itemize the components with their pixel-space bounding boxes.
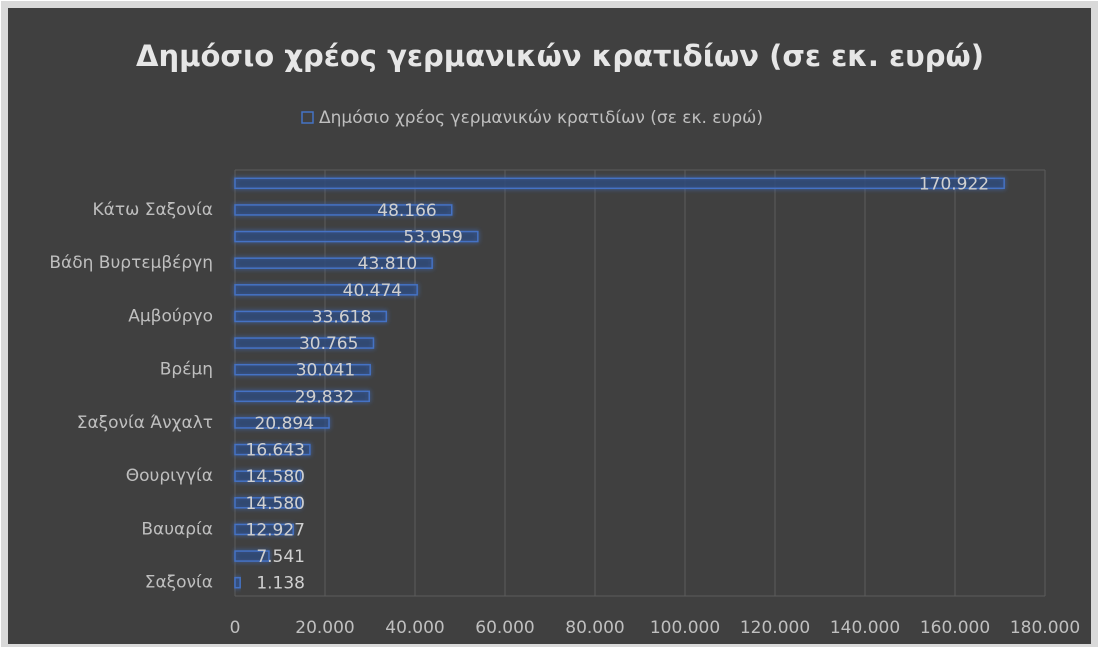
y-tick-label: Βάδη Βυρτεμβέργη — [49, 253, 213, 273]
data-label: 53.959 — [403, 228, 462, 248]
bar — [234, 363, 371, 376]
legend-swatch — [301, 111, 314, 124]
y-tick-label: Αμβούργο — [128, 306, 213, 326]
data-label: 33.618 — [312, 307, 371, 327]
bar — [234, 337, 375, 349]
bar — [234, 257, 433, 269]
y-tick-label: Κάτω Σαξονία — [92, 200, 213, 220]
data-label: 12.927 — [246, 520, 305, 540]
y-tick-label: Βαυαρία — [141, 519, 213, 539]
y-tick-label: Σαξονία Άνχαλτ — [77, 413, 213, 433]
legend-label: Δημόσιο χρέος γερμανικών κρατιδίων (σε ε… — [319, 108, 763, 128]
chart-title: Δημόσιο χρέος γερμανικών κρατιδίων (σε ε… — [136, 39, 984, 73]
x-tick-label: 0 — [230, 618, 241, 638]
bar — [234, 284, 418, 296]
y-tick-label: Θουριγγία — [126, 466, 213, 486]
bar — [234, 497, 302, 509]
y-tick-label: Βρέμη — [160, 360, 213, 380]
x-tick-label: 160.000 — [920, 618, 990, 638]
bar — [234, 390, 370, 403]
data-label: 40.474 — [343, 281, 402, 301]
data-label: 16.643 — [246, 441, 305, 461]
y-tick-label: Σαξονία — [145, 573, 213, 593]
data-label: 30.041 — [296, 361, 355, 381]
data-label: 14.580 — [246, 467, 305, 487]
bar — [234, 310, 388, 323]
bar — [234, 470, 302, 482]
data-label: 170.922 — [919, 174, 989, 194]
data-label: 14.580 — [246, 494, 305, 514]
data-label: 48.166 — [377, 201, 436, 221]
x-tick-label: 180.000 — [1010, 618, 1080, 638]
bar — [234, 204, 453, 216]
x-tick-label: 100.000 — [650, 618, 720, 638]
data-label: 30.765 — [299, 334, 358, 354]
bar — [234, 550, 270, 562]
x-tick-label: 60.000 — [475, 618, 534, 638]
bar — [234, 177, 1005, 190]
bar — [234, 230, 479, 243]
bar — [234, 443, 311, 456]
bar — [234, 576, 241, 589]
x-tick-label: 140.000 — [830, 618, 900, 638]
x-tick-label: 120.000 — [740, 618, 810, 638]
x-tick-label: 20.000 — [295, 618, 354, 638]
x-tick-label: 80.000 — [565, 618, 624, 638]
data-label: 43.810 — [358, 254, 417, 274]
bar — [234, 417, 330, 429]
data-label: 20.894 — [255, 414, 314, 434]
bar — [234, 523, 294, 536]
data-label: 7.541 — [256, 547, 305, 567]
x-tick-label: 40.000 — [385, 618, 444, 638]
data-label: 1.138 — [256, 574, 305, 594]
data-label: 29.832 — [295, 387, 354, 407]
chart-background — [8, 8, 1091, 644]
